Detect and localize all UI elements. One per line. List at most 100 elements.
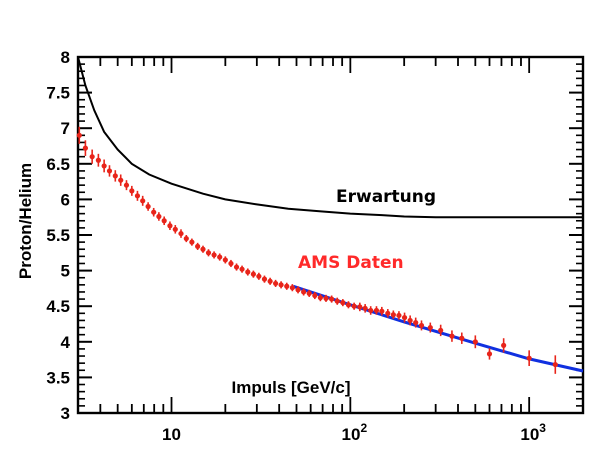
data-point bbox=[396, 312, 402, 319]
data-point bbox=[284, 283, 290, 289]
data-point bbox=[178, 230, 184, 237]
data-point bbox=[486, 351, 493, 357]
data-point bbox=[106, 168, 113, 174]
data-point bbox=[261, 276, 268, 282]
data-point bbox=[239, 266, 245, 272]
y-tick-label: 3 bbox=[61, 404, 70, 423]
data-point bbox=[345, 302, 352, 308]
data-point bbox=[301, 289, 307, 295]
x-axis-title: Impuls [GeV/c] bbox=[231, 378, 350, 397]
data-point bbox=[323, 295, 329, 301]
data-point bbox=[379, 308, 385, 314]
y-tick-label: 6 bbox=[61, 190, 70, 209]
y-tick-label: 3.5 bbox=[46, 368, 70, 387]
data-point bbox=[438, 327, 444, 334]
data-point bbox=[289, 285, 295, 291]
data-point bbox=[459, 335, 465, 341]
data-point bbox=[357, 304, 363, 310]
data-point bbox=[233, 264, 240, 270]
data-point bbox=[222, 257, 228, 263]
data-point bbox=[156, 213, 162, 220]
data-point bbox=[427, 324, 433, 331]
y-tick-label: 8 bbox=[61, 48, 70, 67]
data-point bbox=[407, 317, 413, 324]
data-point bbox=[140, 198, 146, 204]
data-point bbox=[245, 269, 251, 275]
data-point bbox=[118, 177, 124, 183]
data-point bbox=[385, 310, 391, 316]
data-point bbox=[161, 218, 167, 224]
x-axis-ticks: 10 102 103 bbox=[99, 57, 546, 444]
data-point bbox=[362, 305, 368, 311]
data-point bbox=[145, 203, 151, 210]
annotation-erwartung: Erwartung bbox=[336, 187, 436, 207]
data-point bbox=[401, 314, 408, 321]
data-point bbox=[526, 355, 532, 361]
data-point bbox=[306, 290, 312, 296]
data-point bbox=[82, 145, 89, 151]
data-point bbox=[167, 223, 173, 229]
annotation-ams-daten: AMS Daten bbox=[298, 253, 404, 273]
data-point bbox=[250, 271, 256, 277]
y-axis-ticks: 3 3.5 4 4.5 5 5.5 6 6.5 7 7.5 8 bbox=[46, 48, 583, 423]
y-tick-label: 5.5 bbox=[46, 226, 70, 245]
x-tick-exponent: 3 bbox=[539, 421, 546, 435]
data-point bbox=[112, 173, 118, 179]
data-point bbox=[129, 188, 135, 194]
data-point bbox=[334, 298, 340, 304]
data-point bbox=[195, 243, 201, 249]
data-point bbox=[552, 361, 558, 368]
data-point bbox=[205, 250, 212, 256]
data-point bbox=[95, 157, 101, 163]
data-point bbox=[413, 319, 419, 326]
data-point bbox=[295, 287, 301, 293]
data-point bbox=[312, 292, 318, 299]
plot-frame bbox=[76, 55, 585, 415]
data-point bbox=[317, 295, 323, 301]
data-point bbox=[228, 260, 234, 267]
data-point bbox=[89, 154, 95, 160]
data-point bbox=[449, 333, 455, 339]
data-point bbox=[200, 246, 206, 252]
x-tick-label: 102 bbox=[342, 421, 368, 444]
y-tick-label: 7 bbox=[61, 119, 70, 138]
data-point bbox=[183, 235, 189, 242]
x-tick-base: 10 bbox=[162, 425, 181, 444]
data-point bbox=[278, 282, 284, 288]
y-tick-label: 4.5 bbox=[46, 297, 70, 316]
y-axis-title: Proton/Helium bbox=[16, 163, 35, 279]
data-point bbox=[501, 342, 507, 348]
x-tick-label: 10 bbox=[162, 425, 181, 444]
plot-border bbox=[76, 55, 585, 415]
data-point bbox=[211, 252, 217, 258]
data-point bbox=[189, 239, 195, 245]
data-point bbox=[134, 193, 141, 199]
data-point bbox=[418, 322, 425, 329]
data-point bbox=[172, 226, 178, 232]
x-tick-label: 103 bbox=[520, 421, 546, 444]
y-tick-label: 5 bbox=[61, 262, 70, 281]
x-tick-base: 10 bbox=[520, 425, 539, 444]
x-tick-exponent: 2 bbox=[360, 421, 367, 435]
data-point bbox=[76, 132, 82, 138]
data-point bbox=[368, 307, 374, 314]
series-layer bbox=[76, 56, 584, 374]
x-tick-base: 10 bbox=[342, 425, 361, 444]
data-point bbox=[390, 312, 396, 318]
y-tick-label: 7.5 bbox=[46, 84, 70, 103]
y-tick-label: 6.5 bbox=[46, 155, 70, 174]
data-point bbox=[340, 300, 346, 306]
y-tick-label: 4 bbox=[61, 333, 71, 352]
data-point bbox=[267, 278, 273, 284]
expectation-curve bbox=[77, 56, 583, 219]
data-point bbox=[151, 209, 157, 215]
data-point bbox=[101, 163, 107, 169]
data-point bbox=[217, 254, 223, 260]
data-point bbox=[472, 339, 478, 345]
data-point bbox=[256, 273, 262, 279]
data-point bbox=[123, 182, 130, 188]
data-point bbox=[329, 296, 335, 302]
data-point bbox=[351, 303, 357, 309]
data-point bbox=[272, 280, 279, 287]
